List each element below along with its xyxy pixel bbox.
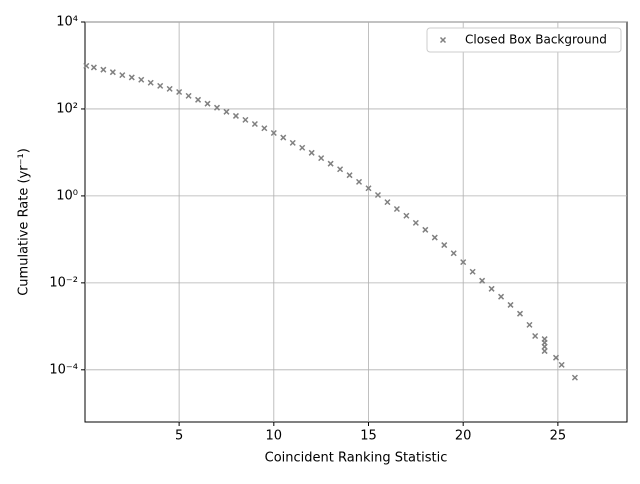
point [223, 108, 230, 115]
point [498, 293, 505, 300]
x-tick-label: 20 [455, 429, 472, 444]
plot-frame [84, 21, 628, 423]
point [552, 354, 560, 361]
point [571, 374, 578, 381]
point [185, 92, 192, 99]
point [532, 332, 539, 340]
point [213, 104, 221, 111]
point [431, 234, 438, 241]
point [384, 199, 391, 206]
point [488, 285, 495, 292]
point [441, 242, 448, 249]
point [90, 64, 97, 71]
y-tick-label: 10⁰ [56, 188, 78, 203]
legend-marker [439, 36, 447, 44]
point [479, 277, 486, 284]
point [422, 226, 429, 233]
point [128, 74, 135, 81]
point [280, 134, 287, 141]
point [232, 112, 239, 119]
point [138, 76, 145, 83]
point [365, 185, 372, 192]
point [318, 155, 325, 162]
x-tick-label: 25 [550, 429, 567, 444]
point [204, 100, 211, 107]
x-axis-label: Coincident Ranking Statistic [265, 451, 448, 466]
point [176, 89, 183, 96]
point [147, 79, 154, 86]
point [289, 139, 296, 146]
point [346, 172, 353, 179]
point [119, 72, 126, 79]
point [261, 125, 268, 132]
point [355, 178, 363, 185]
point [242, 116, 249, 123]
point [393, 205, 400, 213]
y-tick-label: 10⁻⁴ [49, 362, 78, 377]
point [516, 310, 524, 317]
y-axis-label: Cumulative Rate (yr⁻¹) [17, 148, 32, 296]
y-tick-label: 10² [56, 101, 78, 116]
point [526, 321, 533, 328]
point [403, 212, 410, 219]
point [166, 85, 173, 92]
point [195, 96, 202, 103]
point [109, 69, 116, 76]
x-tick-label: 5 [175, 429, 183, 444]
point [460, 259, 467, 266]
y-tick-label: 10⁴ [56, 15, 78, 30]
point [412, 219, 419, 226]
x-tick-label: 10 [266, 429, 283, 444]
point [541, 348, 548, 355]
point [469, 268, 476, 275]
legend-box [426, 27, 622, 53]
point [558, 361, 565, 368]
point [337, 166, 344, 173]
point [308, 149, 315, 156]
y-tick-label: 10⁻² [49, 275, 78, 290]
point [450, 250, 457, 257]
point [374, 191, 381, 199]
point [83, 62, 90, 69]
point [157, 82, 164, 89]
legend-label: Closed Box Background [465, 33, 607, 47]
point [299, 144, 306, 151]
point [251, 120, 258, 128]
point [270, 129, 277, 137]
point [327, 160, 334, 167]
point [507, 301, 514, 308]
point [100, 66, 107, 73]
x-tick-label: 15 [360, 429, 377, 444]
